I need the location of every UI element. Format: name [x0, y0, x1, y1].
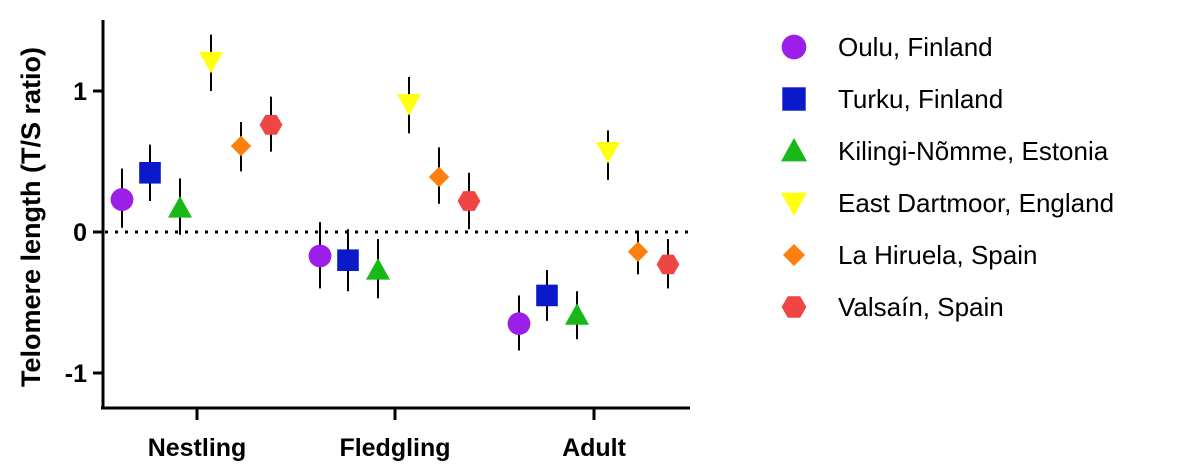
- y-tick-label: 0: [73, 219, 87, 247]
- series-0: [110, 168, 531, 351]
- legend-item: Turku, Finland: [782, 84, 1003, 114]
- data-point: [230, 135, 252, 157]
- data-point: [366, 258, 390, 280]
- legend-marker: [782, 243, 806, 267]
- legend-label: Kilingi-Nõmme, Estonia: [838, 136, 1109, 166]
- x-category-label: Adult: [562, 434, 627, 462]
- data-point: [199, 51, 223, 74]
- series-2: [168, 178, 589, 340]
- data-point: [139, 161, 161, 184]
- series-3: [199, 34, 620, 180]
- legend-label: East Dartmoor, England: [838, 188, 1114, 218]
- legend-item: East Dartmoor, England: [781, 188, 1114, 218]
- legend-marker: [781, 34, 807, 60]
- legend-marker: [782, 87, 806, 111]
- y-axis-label: Telomere length (T/S ratio): [16, 47, 46, 387]
- legend-label: Valsaín, Spain: [838, 292, 1004, 322]
- legend-label: Oulu, Finland: [838, 32, 993, 62]
- y-tick-label: 1: [73, 78, 87, 106]
- legend-marker: [781, 138, 807, 162]
- x-category-label: Nestling: [148, 434, 247, 462]
- y-ticks: -1 0 1: [65, 78, 103, 388]
- legend-item: Oulu, Finland: [781, 32, 993, 62]
- series-layer: [110, 34, 680, 351]
- data-point: [308, 244, 332, 268]
- legend-item: Valsaín, Spain: [781, 292, 1004, 322]
- data-point: [536, 284, 558, 307]
- x-ticks: Nestling Fledgling Adult: [148, 408, 627, 462]
- data-point: [507, 312, 531, 336]
- data-point: [259, 115, 283, 135]
- legend: Oulu, Finland Turku, Finland Kilingi-Nõmme…: [781, 32, 1114, 322]
- data-point: [337, 249, 359, 271]
- series-4: [230, 122, 649, 275]
- series-5: [259, 96, 680, 289]
- data-point: [168, 196, 192, 218]
- legend-label: La Hiruela, Spain: [838, 240, 1037, 270]
- legend-marker: [781, 296, 807, 318]
- legend-marker: [781, 192, 807, 216]
- legend-label: Turku, Finland: [838, 84, 1003, 114]
- data-point: [656, 254, 680, 275]
- data-point: [565, 303, 589, 325]
- data-point: [428, 166, 450, 188]
- data-point: [627, 241, 649, 262]
- data-point: [596, 142, 620, 164]
- data-point: [397, 94, 421, 116]
- series-1: [139, 144, 558, 321]
- data-point: [110, 188, 134, 211]
- y-tick-label: -1: [65, 360, 87, 388]
- legend-item: La Hiruela, Spain: [782, 240, 1037, 270]
- data-point: [457, 191, 481, 211]
- legend-item: Kilingi-Nõmme, Estonia: [781, 136, 1109, 166]
- x-category-label: Fledgling: [339, 434, 450, 462]
